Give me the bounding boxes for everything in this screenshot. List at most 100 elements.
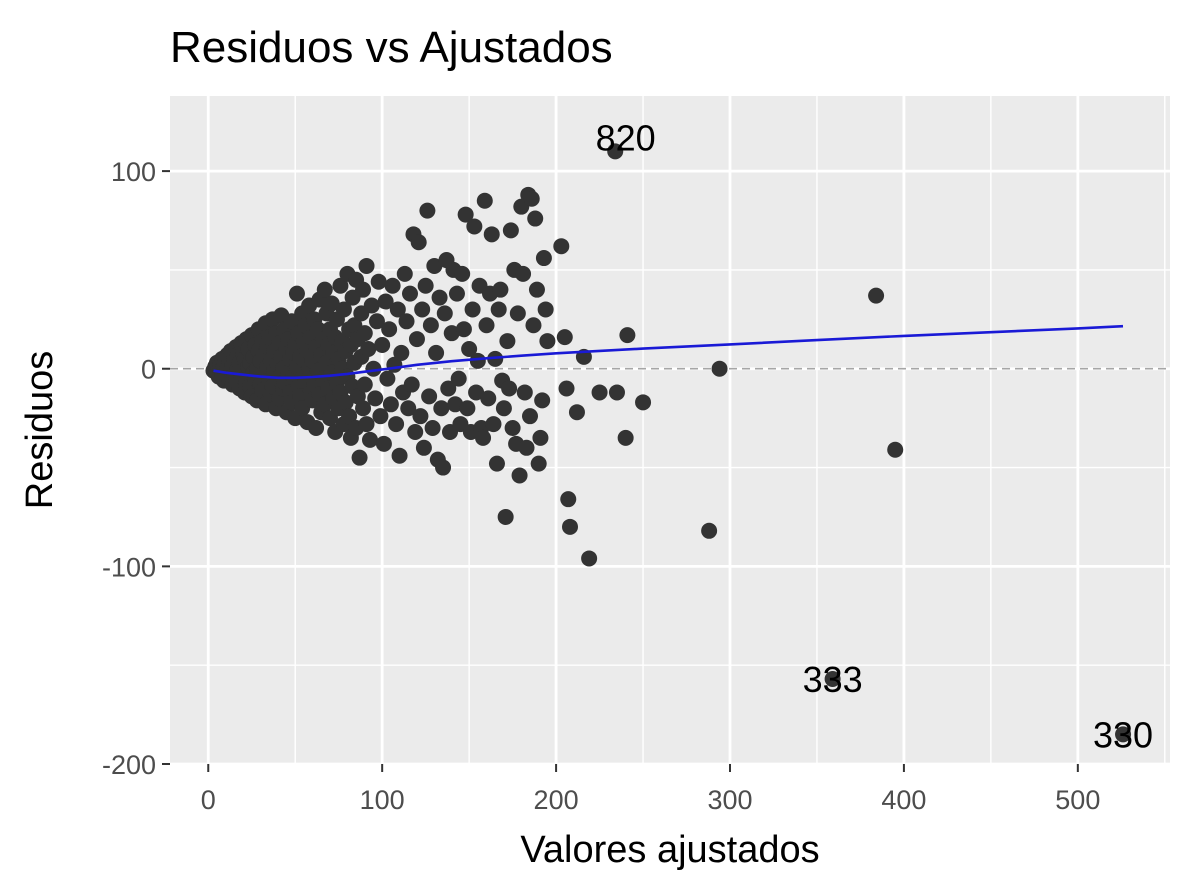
- data-point: [402, 285, 418, 302]
- data-point: [562, 518, 578, 535]
- y-axis-title: Residuos: [19, 351, 61, 509]
- data-point: [447, 396, 464, 413]
- x-tick-label: 300: [707, 785, 752, 815]
- y-tick-label: -100: [102, 552, 156, 582]
- data-point: [535, 250, 552, 267]
- data-point: [421, 388, 438, 405]
- data-point: [1115, 726, 1132, 743]
- data-point: [553, 238, 570, 255]
- data-point: [448, 285, 465, 302]
- data-point: [528, 281, 545, 298]
- data-point: [539, 333, 556, 350]
- data-point: [417, 277, 434, 294]
- data-point: [433, 400, 450, 417]
- data-point: [591, 384, 608, 401]
- data-point: [556, 329, 573, 346]
- point-label: 820: [596, 118, 656, 159]
- data-point: [368, 313, 385, 330]
- chart-title: Residuos vs Ajustados: [170, 23, 613, 72]
- data-point: [308, 420, 325, 437]
- data-point: [391, 447, 408, 464]
- data-point: [701, 522, 718, 539]
- data-point: [537, 301, 554, 318]
- data-point: [608, 384, 625, 401]
- data-point: [400, 400, 417, 417]
- data-point: [358, 257, 375, 274]
- data-point: [617, 429, 634, 446]
- y-tick-label: 100: [111, 157, 156, 187]
- data-point: [367, 390, 384, 407]
- data-point: [454, 265, 471, 282]
- data-point: [516, 384, 533, 401]
- data-point: [332, 277, 349, 294]
- x-tick-label: 200: [534, 785, 579, 815]
- data-point: [428, 344, 445, 361]
- data-point: [398, 313, 415, 330]
- data-point: [868, 287, 885, 304]
- data-point: [607, 143, 624, 160]
- data-point: [337, 394, 354, 411]
- data-point: [525, 317, 542, 334]
- data-point: [635, 394, 652, 411]
- data-point: [468, 384, 485, 401]
- data-point: [515, 265, 532, 282]
- data-point: [483, 226, 500, 243]
- data-point: [824, 671, 841, 688]
- data-point: [457, 206, 474, 223]
- data-point: [375, 435, 392, 452]
- data-point: [530, 455, 547, 472]
- data-point: [459, 400, 476, 417]
- data-point: [492, 281, 509, 298]
- point-labels: 820 333 330: [596, 118, 1153, 756]
- data-point: [887, 441, 904, 458]
- y-tick-label: 0: [141, 355, 156, 385]
- x-tick-label: 400: [881, 785, 926, 815]
- data-point: [469, 352, 486, 369]
- data-point: [431, 289, 448, 306]
- data-point: [288, 285, 305, 302]
- data-point: [443, 325, 460, 342]
- data-point: [711, 360, 728, 377]
- data-point: [381, 321, 398, 338]
- data-point: [374, 337, 391, 354]
- x-tick-label: 100: [360, 785, 405, 815]
- data-points: [205, 143, 1132, 743]
- data-point: [495, 400, 512, 417]
- point-label: 330: [1093, 714, 1153, 755]
- data-point: [461, 340, 478, 357]
- data-point: [523, 190, 540, 207]
- data-point: [419, 202, 436, 219]
- data-point: [455, 321, 472, 338]
- data-point: [619, 327, 636, 344]
- data-point: [581, 550, 598, 567]
- data-point: [497, 508, 514, 525]
- data-point: [527, 210, 544, 227]
- data-point: [363, 297, 380, 314]
- data-point: [370, 273, 387, 290]
- data-point: [341, 408, 358, 425]
- data-point: [480, 390, 497, 407]
- data-point: [478, 317, 495, 334]
- data-point: [362, 431, 378, 448]
- data-point: [509, 305, 526, 322]
- data-point: [476, 192, 493, 209]
- data-point: [426, 257, 443, 274]
- data-point: [316, 281, 333, 298]
- data-point: [356, 376, 373, 393]
- data-point: [522, 408, 538, 425]
- data-point: [377, 293, 394, 310]
- data-point: [504, 420, 521, 437]
- x-axis-ticks: 0 100 200 300 400 500: [201, 764, 1100, 815]
- data-point: [384, 277, 401, 294]
- x-tick-label: 0: [201, 785, 216, 815]
- y-axis-ticks: -200 -100 0 100: [102, 157, 170, 780]
- data-point: [360, 340, 377, 357]
- data-point: [485, 416, 502, 433]
- point-label: 333: [803, 659, 863, 700]
- y-tick-label: -200: [102, 750, 156, 780]
- data-point: [518, 439, 535, 456]
- data-point: [499, 333, 516, 350]
- data-point: [412, 408, 429, 425]
- data-point: [403, 376, 420, 393]
